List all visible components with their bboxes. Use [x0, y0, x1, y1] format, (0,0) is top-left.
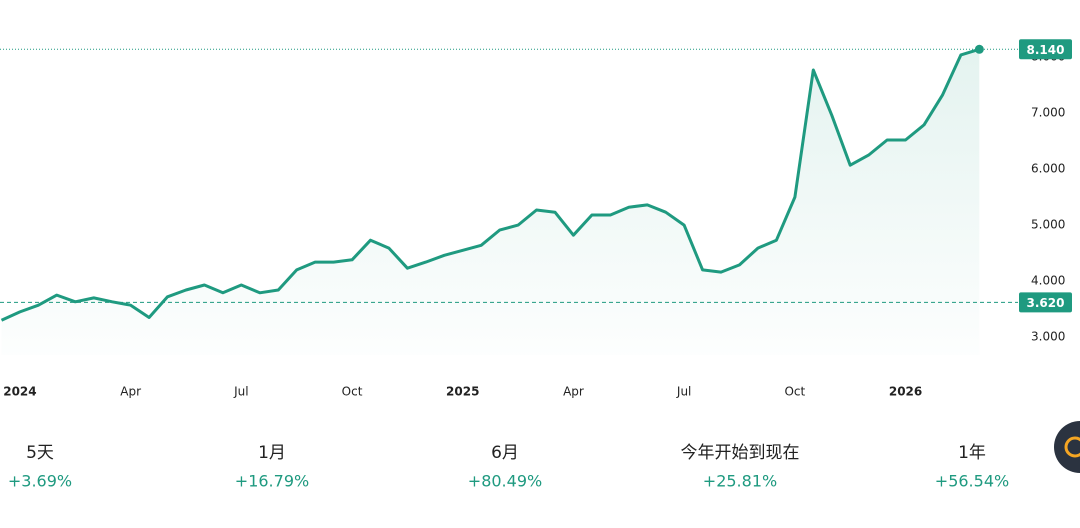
performance-value: +80.49%	[468, 472, 542, 491]
x-tick-label: Jul	[233, 385, 248, 399]
x-tick-label: Oct	[784, 385, 805, 399]
y-tick-label: 7.000	[1031, 106, 1065, 120]
price-label-box	[1019, 292, 1072, 313]
performance-label: 1月	[258, 443, 286, 463]
x-tick-label: 2024	[3, 385, 36, 399]
x-tick-label: Apr	[563, 385, 584, 399]
x-tick-label: Apr	[120, 385, 141, 399]
floating-button-icon	[1064, 436, 1080, 458]
performance-value: +25.81%	[703, 472, 777, 491]
x-tick-label: 2026	[889, 385, 922, 399]
y-tick-label: 6.000	[1031, 162, 1065, 176]
performance-value: +3.69%	[8, 472, 72, 491]
x-tick-label: Jul	[676, 385, 691, 399]
last-point	[974, 44, 984, 54]
x-tick-label: 2025	[446, 385, 479, 399]
area	[1, 49, 980, 356]
y-tick-label: 3.000	[1031, 330, 1065, 344]
line	[0, 47, 980, 322]
performance-label: 今年开始到现在	[681, 443, 800, 463]
price-label: 3.620	[1027, 296, 1065, 310]
x-tick-label: Oct	[342, 385, 363, 399]
price-label-box	[1019, 39, 1072, 60]
performance-label: 6月	[491, 443, 519, 463]
performance-row: 5天 +3.69% 1月 +16.79% 6月 +80.49% 今年开始到现在 +25.81%…	[8, 443, 1009, 491]
y-tick-label: 5.000	[1031, 218, 1065, 232]
y-tick-label: 4.000	[1031, 274, 1065, 288]
price-label: 8.140	[1027, 43, 1065, 57]
performance-label: 1年	[958, 443, 986, 463]
performance-label: 5天	[26, 443, 54, 463]
performance-value: +56.54%	[935, 472, 1009, 491]
performance-value: +16.79%	[235, 472, 309, 491]
